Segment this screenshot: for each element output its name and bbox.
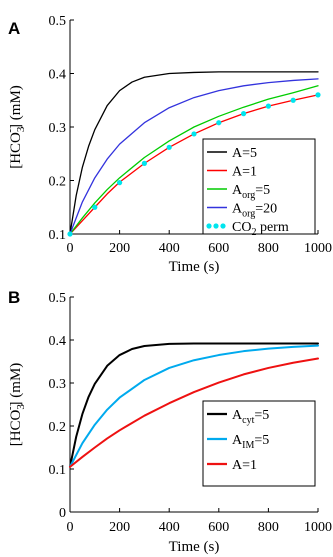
- panel-a-legend-entry-2-label-sub: org: [242, 190, 255, 201]
- panel-a-series-4-point: [241, 111, 247, 117]
- panel-a-legend-entry-3-label-main: A: [232, 202, 243, 217]
- panel-a-legend-entry-2-label: Aorg=5: [232, 183, 270, 201]
- panel-a-legend-entry-3-label-sub: org: [242, 209, 255, 220]
- panel-b-x-tick-label: 400: [159, 520, 180, 535]
- panel-a-y-tick-label: 0.4: [49, 68, 67, 83]
- panel-a-legend-entry-4-label-sub: 2: [251, 227, 256, 238]
- panel-a-legend-entry-3-label-tail: =20: [255, 202, 277, 217]
- panel-a-legend-entry-0-label: A=5: [232, 146, 257, 161]
- panel-b-series-2-line: [69, 357, 319, 468]
- panel-a: A 0 200 400 600 800 1000 0.1 0.2 0.3 0.4 0.5 Time (s…: [4, 14, 332, 275]
- panel-b-letter: B: [8, 288, 20, 307]
- panel-a-x-tick-label: 0: [67, 241, 74, 256]
- panel-a-y-tick-label: 0.2: [49, 175, 67, 190]
- panel-b-y-tick-label: 0: [59, 506, 66, 521]
- panel-a-series-4-markers: [67, 92, 321, 237]
- panel-b-y-axis-label-tail: ] (mM): [8, 363, 24, 407]
- panel-a-legend-entry-4-marker: [206, 223, 212, 229]
- panel-a-series-4-point: [92, 204, 98, 210]
- panel-a-legend-entry-4-label-main: CO: [232, 220, 251, 235]
- panel-b-series-0-line: [69, 342, 319, 468]
- panel-b-y-tick-label: 0.1: [49, 463, 67, 478]
- panel-a-series-2-line: [69, 85, 319, 235]
- panel-a-x-axis-label: Time (s): [169, 259, 220, 275]
- panel-a-legend-entry-3-label: Aorg=20: [232, 202, 277, 220]
- panel-b-y-axis-label-sup: -: [4, 406, 16, 410]
- panel-a-series-4-point: [290, 97, 296, 103]
- panel-b-series-1-line: [69, 344, 319, 468]
- panel-b-legend-entry-0-label-tail: =5: [254, 408, 269, 423]
- panel-a-y-axis-label-sup: -: [4, 129, 16, 133]
- panel-b-legend-entry-1-label: AIM=5: [232, 433, 269, 451]
- panel-b-y-axis-label-sub: 3: [15, 404, 27, 410]
- panel-a-legend-entry-4-label: CO2 perm: [232, 220, 289, 238]
- panel-b-x-tick-label: 600: [208, 520, 229, 535]
- panel-b-x-axis-label: Time (s): [169, 539, 220, 555]
- panel-b-legend-entry-2-label: A=1: [232, 458, 257, 473]
- panel-b-legend-box: [202, 400, 316, 487]
- panel-a-y-axis-label-main: [HCO: [8, 132, 24, 169]
- panel-a-series-3-line: [69, 78, 319, 235]
- panel-a-legend-entry-2-label-tail: =5: [255, 183, 270, 198]
- panel-a-series-4-point: [315, 92, 321, 98]
- panel-a-legend-entry-2-label-main: A: [232, 183, 243, 198]
- panel-b-legend-entry-1-label-main: A: [232, 433, 243, 448]
- panel-a-legend-entry-4-marker: [220, 223, 226, 229]
- panel-a-y-tick-label: 0.5: [49, 14, 67, 29]
- panel-a-y-axis-label-tail: ] (mM): [8, 85, 24, 129]
- panel-b-legend-entry-0-label-sub: cyt: [242, 415, 254, 426]
- panel-a-series-4-point: [166, 144, 172, 150]
- panel-b-y-tick-label: 0.4: [49, 334, 67, 349]
- panel-a-series-4-point: [67, 231, 73, 237]
- panel-a-y-tick-label: 0.1: [49, 228, 67, 243]
- panel-a-y-axis-label-sub: 3: [15, 126, 27, 132]
- panel-a-legend-entry-1-label: A=1: [232, 165, 257, 180]
- panel-a-legend-entry-0-label-main: A=5: [232, 146, 257, 161]
- panel-a-series-4-point: [216, 120, 222, 126]
- panel-b-y-tick-label: 0.3: [49, 377, 67, 392]
- panel-a-y-tick-label: 0.3: [49, 121, 67, 136]
- panel-b-x-tick-label: 0: [67, 520, 74, 535]
- panel-a-legend-entry-1-label-main: A=1: [232, 165, 257, 180]
- panel-a-x-tick-label: 800: [258, 241, 279, 256]
- panel-a-x-tick-label: 200: [109, 241, 130, 256]
- panel-a-series-4-point: [117, 180, 123, 186]
- panel-a-legend-entry-4-label-tail: perm: [256, 220, 288, 235]
- panel-b-y-axis-label: [HCO3-] (mM): [4, 363, 27, 447]
- panel-b-x-tick-label: 1000: [304, 520, 332, 535]
- panel-a-letter: A: [8, 19, 20, 38]
- panel-b-y-tick-label: 0.2: [49, 420, 67, 435]
- panel-b-y-tick-label: 0.5: [49, 291, 67, 306]
- panel-b-x-tick-label: 800: [258, 520, 279, 535]
- panel-b-legend-entry-0-label-main: A: [232, 408, 243, 423]
- panel-b-x-tick-label: 200: [109, 520, 130, 535]
- panel-b-y-axis-label-main: [HCO: [8, 409, 24, 446]
- panel-a-series-4-point: [265, 103, 271, 109]
- panel-a-x-tick-label: 1000: [304, 241, 332, 256]
- panel-b-legend-entry-1-label-tail: =5: [254, 433, 269, 448]
- panel-b-legend-entry-2-label-main: A=1: [232, 458, 257, 473]
- panel-a-y-axis-label: [HCO3-] (mM): [4, 85, 27, 169]
- panel-a-legend-entry-4-marker: [213, 223, 219, 229]
- panel-b-legend-entry-1-label-sub: IM: [242, 440, 254, 451]
- panel-a-legend-box: [202, 138, 316, 235]
- panel-a-series-4-point: [191, 131, 197, 137]
- panel-a-series-0-line: [69, 71, 319, 235]
- panel-a-series-4-point: [141, 160, 147, 166]
- panel-a-x-tick-label: 600: [208, 241, 229, 256]
- panel-b: B 0 200 400 600 800 1000 0 0.1 0.2 0.3 0.4 0.5 Time (…: [4, 288, 332, 555]
- panel-b-legend-entry-0-label: Acyt=5: [232, 408, 269, 426]
- panel-a-x-tick-label: 400: [159, 241, 180, 256]
